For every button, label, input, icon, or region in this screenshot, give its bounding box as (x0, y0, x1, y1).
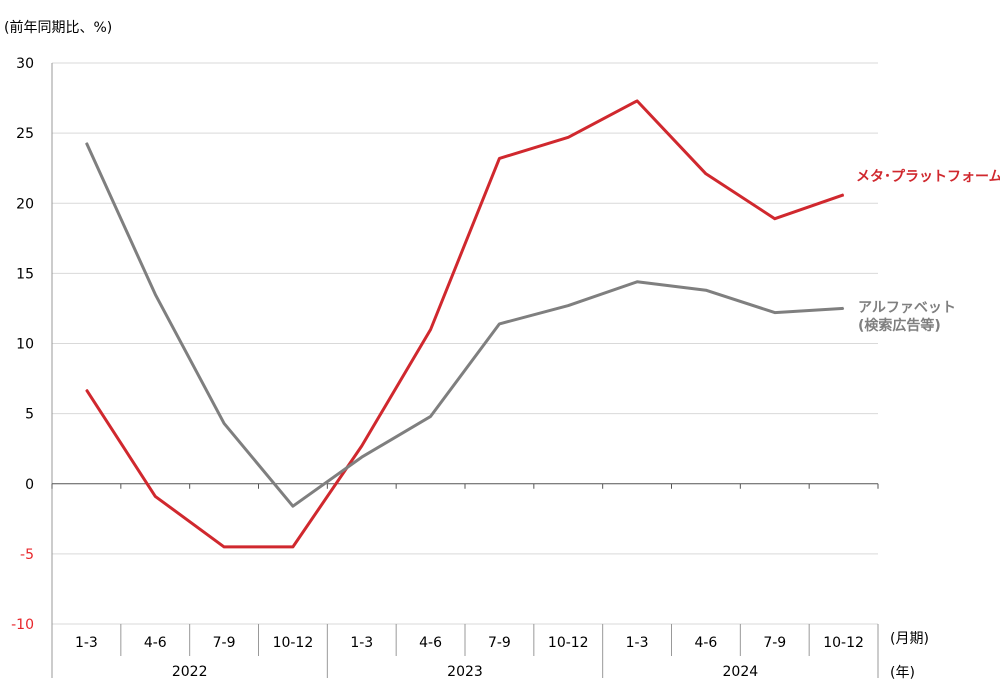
x-tick-labels: 1-3 4-6 7-9 10-12 1-3 4-6 7-9 10-12 1-3 4-6 7-9 10-… (75, 635, 864, 680)
data-point (154, 293, 156, 295)
x-tick-label: 7-9 (763, 635, 786, 651)
data-point (430, 328, 432, 330)
series-line (85, 142, 844, 508)
data-point (154, 495, 156, 497)
data-point (292, 505, 294, 507)
x-tick-label: 4-6 (694, 635, 717, 651)
data-point (292, 546, 294, 548)
data-point (430, 415, 432, 417)
axes (51, 63, 879, 678)
x-tick-label: 1-3 (626, 635, 649, 651)
year-label: 2022 (172, 664, 208, 680)
x-tick-label: 1-3 (75, 635, 98, 651)
year-label: 2023 (447, 664, 483, 680)
x-tick-label: 7-9 (488, 635, 511, 651)
gridlines (52, 62, 878, 625)
data-point (223, 422, 225, 424)
data-point (498, 157, 500, 159)
data-point (85, 389, 87, 391)
x-tick-label: 7-9 (213, 635, 236, 651)
data-point (705, 173, 707, 175)
y-tick-labels: 30 25 20 15 10 5 0 -5 -10 (11, 56, 34, 633)
y-tick-label: 30 (16, 56, 34, 72)
series-label-line: アルファベット (858, 300, 956, 316)
data-point (498, 323, 500, 325)
y-tick-label: 0 (25, 477, 34, 493)
series-lines (85, 99, 845, 549)
x-tick-label: 10-12 (273, 635, 314, 651)
x-tick-label: 4-6 (419, 635, 442, 651)
y-tick-label: 5 (25, 407, 34, 423)
series-label: メタ･プラットフォームズ (856, 168, 1000, 185)
x-tick-label: 10-12 (823, 635, 864, 651)
data-point (361, 456, 363, 458)
data-point (636, 281, 638, 283)
data-point (843, 194, 845, 196)
y-axis-unit-label: (前年同期比、%) (4, 19, 112, 36)
data-point (705, 289, 707, 291)
series-label-line: (検索広告等) (858, 317, 941, 334)
series-label-line: メタ･プラットフォームズ (856, 168, 1000, 185)
y-tick-label: 15 (16, 266, 34, 282)
series-label: アルファベット(検索広告等) (858, 300, 956, 334)
data-point (774, 218, 776, 220)
data-point (567, 305, 569, 307)
data-point (85, 142, 87, 144)
data-point (223, 546, 225, 548)
y-tick-label: 25 (16, 126, 34, 142)
data-point (636, 100, 638, 102)
y-tick-label: -10 (11, 617, 34, 633)
data-point (361, 445, 363, 447)
series-labels: メタ･プラットフォームズアルファベット(検索広告等) (856, 168, 1000, 334)
y-tick-label: -5 (20, 547, 34, 563)
x-tick-label: 1-3 (350, 635, 373, 651)
data-point (774, 312, 776, 314)
x-tick-label: 4-6 (144, 635, 167, 651)
data-point (567, 136, 569, 138)
y-tick-label: 10 (16, 337, 34, 353)
x-axis-quarter-unit-label: (月期) (890, 631, 929, 647)
x-axis-year-unit-label: (年) (890, 665, 915, 681)
x-tick-label: 10-12 (548, 635, 589, 651)
year-label: 2024 (723, 664, 759, 680)
series-line (85, 99, 845, 549)
data-point (843, 307, 845, 309)
y-tick-label: 20 (16, 196, 34, 212)
